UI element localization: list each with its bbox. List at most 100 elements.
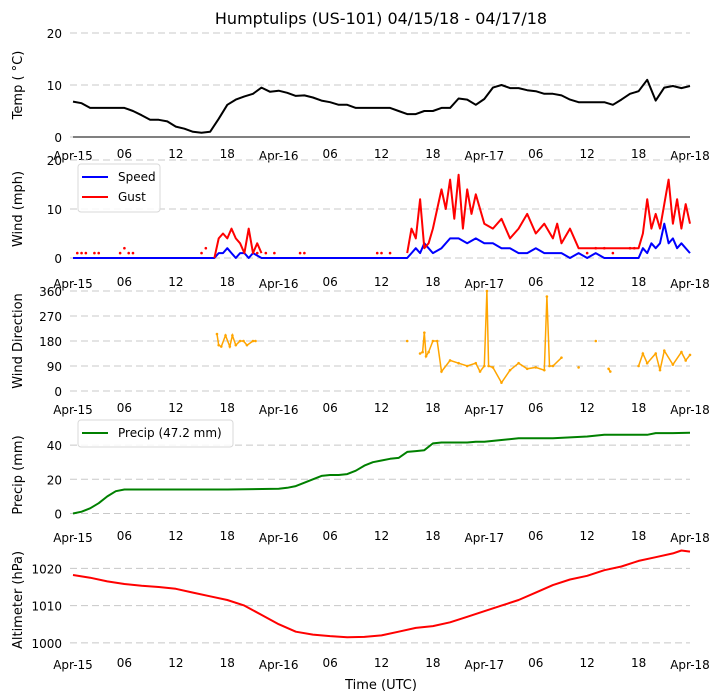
data-point bbox=[508, 368, 512, 372]
data-point bbox=[517, 361, 520, 365]
y-tick-label: 10 bbox=[47, 203, 62, 217]
legend-box bbox=[77, 419, 234, 448]
y-tick-label: 0 bbox=[54, 385, 62, 399]
legend-label: Precip (47.2 mm) bbox=[118, 426, 222, 440]
data-point bbox=[485, 289, 489, 293]
x-tick-label: Apr-18 bbox=[670, 149, 710, 163]
data-point bbox=[93, 251, 96, 255]
x-tick-label: 06 bbox=[117, 656, 132, 670]
data-point bbox=[548, 364, 551, 368]
data-point bbox=[200, 251, 203, 255]
panel-3: 0 20 40 Precip (mm) Apr-15 06 12 18 Apr-16 06 12 18… bbox=[11, 419, 710, 545]
data-point bbox=[483, 364, 486, 368]
data-point bbox=[594, 246, 598, 250]
x-tick-label: 06 bbox=[322, 401, 337, 415]
x-tick-label: 18 bbox=[220, 529, 235, 543]
data-point bbox=[238, 339, 242, 343]
y-axis-label: Wind (mph) bbox=[11, 171, 26, 247]
data-point bbox=[543, 368, 546, 372]
data-point bbox=[423, 331, 426, 334]
data-point bbox=[628, 246, 632, 250]
x-tick-label: 12 bbox=[580, 529, 595, 543]
y-tick-label: 180 bbox=[39, 335, 62, 349]
legend: Speed Gust bbox=[77, 163, 161, 213]
y-tick-label: 20 bbox=[47, 154, 62, 168]
data-point bbox=[545, 295, 549, 298]
data-point bbox=[654, 352, 658, 355]
x-tick-label: 18 bbox=[631, 529, 646, 543]
data-point bbox=[215, 332, 219, 336]
x-tick-label: 06 bbox=[117, 401, 132, 415]
data-point bbox=[80, 251, 83, 255]
series-direction bbox=[215, 289, 692, 385]
x-tick-label: Apr-17 bbox=[465, 277, 505, 291]
series-line bbox=[72, 78, 691, 134]
data-point bbox=[298, 251, 302, 255]
x-tick-label: 12 bbox=[374, 275, 389, 289]
series-line bbox=[216, 290, 691, 385]
data-point bbox=[219, 345, 223, 348]
x-tick-label: Apr-18 bbox=[670, 403, 710, 417]
y-tick-label: 1010 bbox=[31, 600, 62, 614]
series-line bbox=[73, 222, 691, 259]
data-point bbox=[680, 350, 683, 354]
x-tick-label: 12 bbox=[374, 147, 389, 161]
data-point bbox=[500, 381, 503, 384]
legend-label: Speed bbox=[118, 170, 156, 184]
data-point bbox=[217, 343, 220, 347]
x-tick-label: 18 bbox=[220, 147, 235, 161]
data-point bbox=[457, 361, 460, 365]
x-tick-label: 06 bbox=[117, 275, 132, 289]
data-point bbox=[375, 251, 379, 255]
data-point bbox=[662, 349, 666, 353]
data-point bbox=[251, 339, 255, 343]
data-point bbox=[607, 367, 610, 371]
data-point bbox=[487, 364, 490, 368]
x-tick-label: 18 bbox=[425, 275, 440, 289]
y-tick-label: 360 bbox=[39, 285, 62, 299]
data-point bbox=[603, 246, 606, 250]
chart-title: Humptulips (US-101) 04/15/18 - 04/17/18 bbox=[215, 9, 547, 28]
data-point bbox=[440, 370, 443, 373]
data-point bbox=[551, 364, 555, 368]
x-tick-label: 18 bbox=[220, 656, 235, 670]
data-point bbox=[478, 370, 482, 373]
y-axis-label: Temp ( °C) bbox=[11, 51, 26, 121]
x-tick-label: Apr-16 bbox=[259, 658, 299, 672]
data-point bbox=[405, 339, 409, 343]
data-point bbox=[435, 339, 439, 343]
x-tick-label: 06 bbox=[528, 275, 543, 289]
data-point bbox=[204, 246, 208, 250]
data-point bbox=[594, 339, 598, 343]
panel-1: 0 10 20 Wind (mph) Apr-15 06 12 18 Apr-16 06 12 18 A… bbox=[11, 154, 710, 291]
data-point bbox=[418, 352, 422, 355]
series-temp bbox=[72, 78, 691, 134]
y-tick-label: 0 bbox=[54, 252, 62, 266]
y-tick-label: 0 bbox=[54, 131, 62, 145]
x-tick-label: Apr-16 bbox=[259, 531, 299, 545]
data-point bbox=[534, 366, 538, 369]
x-tick-label: 12 bbox=[374, 656, 389, 670]
data-point bbox=[131, 251, 135, 255]
series-line bbox=[213, 173, 691, 259]
x-tick-label: 12 bbox=[168, 401, 183, 415]
x-tick-label: 18 bbox=[631, 401, 646, 415]
x-tick-label: 18 bbox=[425, 529, 440, 543]
x-tick-label: Apr-17 bbox=[465, 149, 505, 163]
panel-2: 0 90 180 270 360 Wind Direction Apr-15 06 12 18 Ap… bbox=[11, 285, 710, 417]
data-point bbox=[671, 363, 675, 366]
x-tick-label: 18 bbox=[631, 147, 646, 161]
data-point bbox=[421, 350, 424, 354]
data-point bbox=[688, 353, 692, 357]
series-gust bbox=[213, 173, 691, 259]
legend: Precip (47.2 mm) bbox=[77, 419, 234, 448]
data-point bbox=[491, 366, 495, 369]
data-point bbox=[611, 251, 615, 255]
x-tick-label: 06 bbox=[322, 275, 337, 289]
series-line bbox=[72, 549, 691, 639]
x-tick-label: Apr-17 bbox=[465, 658, 505, 672]
x-tick-label: 06 bbox=[528, 147, 543, 161]
data-point bbox=[431, 339, 435, 343]
x-tick-label: 12 bbox=[580, 656, 595, 670]
data-point bbox=[684, 359, 688, 362]
